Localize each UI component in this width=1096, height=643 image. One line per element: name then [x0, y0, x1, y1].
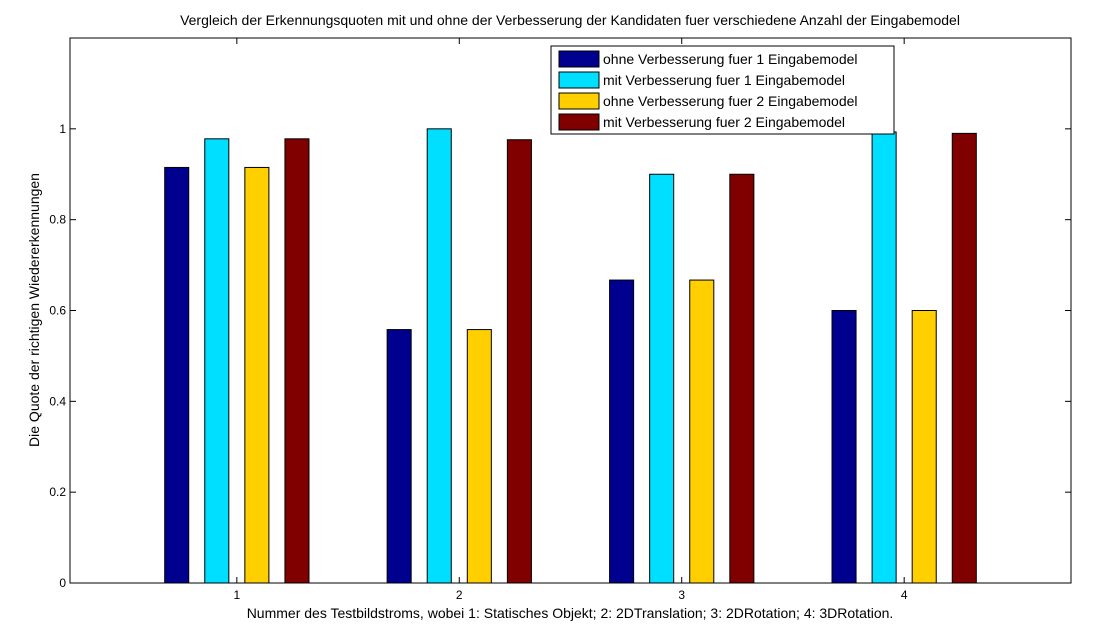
bars-group: [164, 128, 977, 584]
y-tick-label: 0.6: [49, 304, 66, 318]
x-axis-label: Nummer des Testbildstroms, wobei 1: Stat…: [247, 605, 894, 621]
bar-series-4-cat-1: [284, 138, 310, 584]
bar-series-2-cat-2: [426, 128, 452, 584]
y-tick-label: 1: [59, 122, 66, 136]
x-tick-label: 3: [678, 588, 685, 602]
legend-label-3: ohne Verbesserung fuer 2 Eingabemodel: [603, 93, 858, 109]
y-axis-label: Die Quote der richtigen Wiedererkennunge…: [26, 173, 42, 447]
legend-swatch-1: [558, 50, 600, 68]
bar-series-3-cat-4: [911, 310, 937, 584]
y-tick-label: 0.8: [49, 213, 66, 227]
bar-series-2-cat-3: [649, 173, 675, 584]
bar-series-1-cat-4: [831, 310, 857, 584]
legend-swatch-2: [558, 71, 600, 89]
bar-series-4-cat-2: [506, 139, 532, 584]
chart-title: Vergleich der Erkennungsquoten mit und o…: [180, 12, 960, 28]
bar-series-4-cat-4: [951, 132, 977, 584]
y-tick-label: 0.2: [49, 485, 66, 499]
bar-series-3-cat-3: [689, 279, 715, 584]
legend-box: [550, 45, 895, 135]
bar-series-2-cat-1: [204, 138, 230, 584]
x-tick-label: 4: [901, 588, 908, 602]
y-axis: 0 0.2 0.4 0.6 0.8 1: [49, 122, 1071, 590]
bar-series-3-cat-2: [466, 329, 492, 584]
legend-swatch-3: [558, 92, 600, 110]
legend-label-2: mit Verbesserung fuer 1 Eingabemodel: [603, 72, 845, 88]
bar-series-3-cat-1: [244, 166, 270, 584]
y-tick-label: 0: [59, 576, 66, 590]
y-tick-label: 0.4: [49, 394, 66, 408]
x-tick-label: 2: [456, 588, 463, 602]
bar-series-1-cat-2: [386, 329, 412, 584]
bar-series-2-cat-4: [871, 131, 897, 584]
bar-series-1-cat-3: [609, 279, 635, 584]
legend-label-1: ohne Verbesserung fuer 1 Eingabemodel: [603, 51, 858, 67]
legend-label-4: mit Verbesserung fuer 2 Eingabemodel: [603, 114, 845, 130]
bar-series-4-cat-3: [729, 173, 755, 584]
x-axis: 1 2 3 4: [233, 38, 908, 602]
x-tick-label: 1: [233, 588, 240, 602]
legend-swatch-4: [558, 113, 600, 131]
legend: ohne Verbesserung fuer 1 Eingabemodel mit…: [550, 45, 895, 135]
bar-series-1-cat-1: [164, 166, 190, 584]
